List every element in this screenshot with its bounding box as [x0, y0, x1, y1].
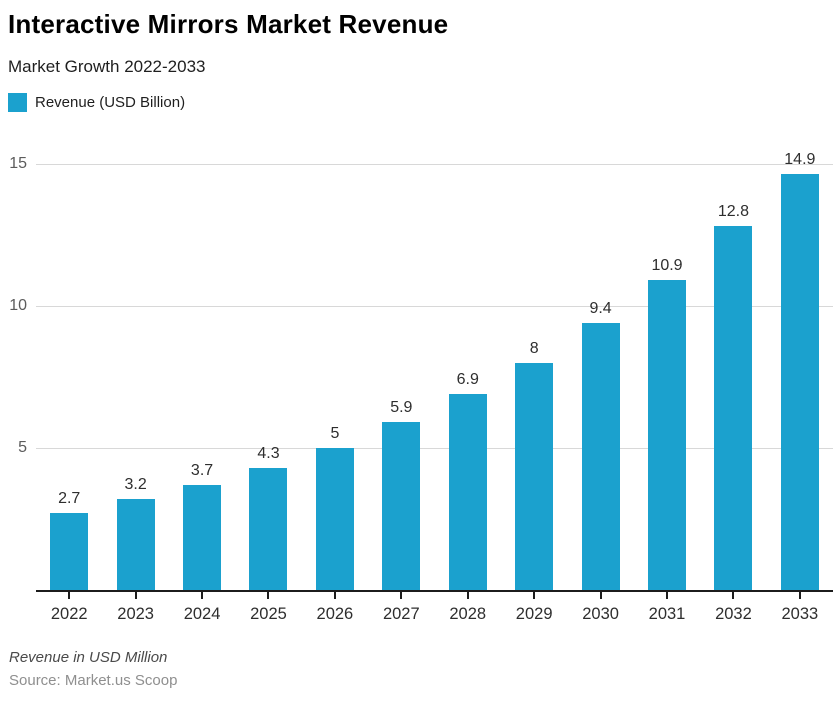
bar-2032[interactable]: [714, 226, 753, 590]
plot-area: 5 10 15 2.7 3.2 3.7 4.3 5 5.9 6.9 8 9.4 10.9 12.8 14.9: [9, 150, 833, 592]
x-axis-label: 2025: [250, 604, 287, 623]
x-axis-label: 2024: [183, 604, 221, 623]
x-axis-label: 2027: [382, 604, 420, 623]
bar-value-label: 8: [529, 339, 539, 357]
x-axis-tick: [134, 591, 137, 599]
x-axis-tick: [666, 591, 668, 599]
bar-value-label: 3.2: [124, 476, 147, 494]
bar-value-label: 5: [330, 424, 340, 442]
bar-value-label: 2.7: [58, 490, 81, 508]
bar-value-label: 6.9: [456, 370, 479, 388]
x-axis-slot: 2027: [368, 591, 434, 625]
bar-slot: 5: [302, 152, 368, 590]
bar-2029[interactable]: [515, 362, 554, 590]
x-axis-slot: 2032: [700, 591, 766, 625]
x-axis-tick: [732, 591, 735, 599]
gridline: [36, 447, 833, 449]
bar-value-label: 4.3: [257, 444, 280, 462]
x-axis-slot: 2031: [634, 591, 700, 625]
legend: Revenue (USD Billion): [8, 92, 833, 112]
x-axis-label: 2028: [449, 604, 487, 623]
bar-chart: 5 10 15 2.7 3.2 3.7 4.3 5 5.9 6.9 8 9.4 10.9 12.8 14.9…: [8, 150, 833, 625]
gridline: [36, 305, 833, 307]
bar-value-label: 10.9: [651, 257, 683, 275]
bar-2022[interactable]: [50, 513, 89, 590]
x-axis-label: 2029: [515, 604, 553, 623]
x-axis-slot: 2030: [567, 591, 633, 625]
bar-slot: 4.3: [235, 152, 301, 590]
bar-2024[interactable]: [183, 484, 222, 590]
x-axis-label: 2023: [117, 604, 154, 623]
bar-slot: 5.9: [368, 152, 434, 590]
bar-value-label: 12.8: [717, 203, 749, 221]
x-axis-slot: 2025: [235, 591, 301, 625]
bar-slot: 10.9: [634, 152, 700, 590]
x-axis-label: 2033: [781, 604, 819, 623]
bar-slot: 8: [501, 152, 567, 590]
chart-subtitle: Market Growth 2022-2033: [8, 56, 206, 76]
y-axis-tick-label: 10: [9, 296, 27, 314]
bar-slot: 3.2: [102, 152, 168, 590]
bar-2027[interactable]: [382, 422, 421, 590]
bar-2026[interactable]: [315, 447, 354, 590]
legend-swatch: [8, 92, 27, 112]
bar-value-label: 14.9: [784, 150, 816, 168]
bar-2023[interactable]: [116, 499, 155, 590]
bar-value-label: 3.7: [190, 461, 214, 479]
x-axis-slot: 2033: [767, 591, 833, 625]
x-axis-slot: 2028: [435, 591, 501, 625]
bar-slot: 2.7: [36, 152, 102, 590]
bar-2028[interactable]: [448, 393, 487, 590]
x-axis-tick: [400, 591, 403, 599]
bar-value-label: 9.4: [589, 299, 612, 317]
bars-row: 2.7 3.2 3.7 4.3 5 5.9 6.9 8 9.4 10.9 12.8 14.9: [36, 150, 833, 590]
legend-label: Revenue (USD Billion): [35, 93, 186, 111]
x-axis-label: 2026: [316, 604, 354, 623]
x-axis-slot: 2022: [36, 591, 102, 625]
x-axis-slot: 2023: [102, 591, 168, 625]
bar-slot: 3.7: [169, 152, 235, 590]
x-axis-tick: [68, 591, 71, 599]
x-axis-slot: 2026: [302, 591, 368, 625]
y-axis-tick-label: 15: [9, 154, 27, 172]
bar-value-label: 5.9: [390, 399, 413, 417]
y-axis-tick-label: 5: [18, 438, 27, 456]
gridline: [36, 163, 833, 165]
x-axis-label: 2031: [648, 604, 686, 623]
bar-2031[interactable]: [648, 280, 686, 590]
x-axis-tick: [267, 591, 270, 599]
bar-slot: 12.8: [700, 152, 766, 590]
source-credit: Source: Market.us Scoop: [9, 672, 178, 690]
x-axis: 2022 2023 2024 2025 2026 2027 2028 2029 2030 2031…: [36, 591, 833, 625]
footnote: Revenue in USD Million: [9, 649, 168, 667]
x-axis-label: 2032: [715, 604, 752, 623]
bar-slot: 9.4: [567, 152, 633, 590]
x-axis-tick: [333, 591, 336, 599]
x-axis-tick: [533, 591, 536, 599]
x-axis-slot: 2024: [169, 591, 235, 625]
x-axis-slot: 2029: [501, 591, 567, 625]
x-axis-tick: [798, 591, 801, 599]
chart-title: Interactive Mirrors Market Revenue: [8, 9, 449, 39]
x-axis-tick: [466, 591, 469, 599]
bar-2030[interactable]: [581, 322, 620, 590]
legend-item-revenue[interactable]: Revenue (USD Billion): [8, 92, 186, 112]
x-axis-label: 2030: [582, 604, 619, 623]
chart-footer: Revenue in USD Million Source: Market.us…: [8, 649, 833, 689]
bar-2033[interactable]: [780, 173, 819, 590]
bar-slot: 14.9: [767, 150, 833, 590]
bar-slot: 6.9: [435, 152, 501, 590]
x-axis-tick: [599, 591, 602, 599]
x-axis-label: 2022: [50, 604, 88, 623]
bar-2025[interactable]: [249, 467, 288, 590]
x-axis-tick: [201, 591, 204, 599]
